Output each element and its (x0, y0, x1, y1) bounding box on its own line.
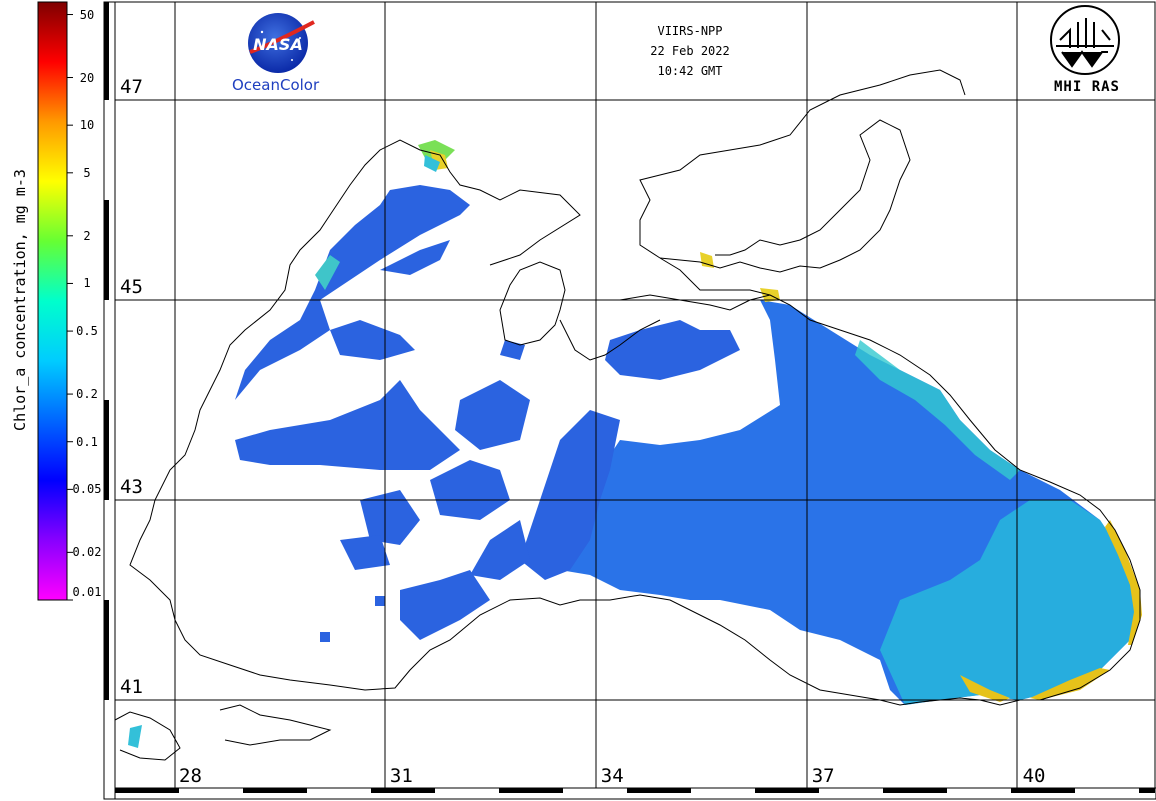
latitude-label: 43 (118, 476, 145, 498)
colorbar-tick-label: 0.02 (72, 545, 102, 560)
colorbar-tick-label: 0.01 (72, 585, 102, 599)
latitude-label: 45 (118, 276, 145, 298)
graticule (115, 2, 1155, 788)
map-frame (114, 1, 1156, 789)
oceancolor-label: OceanColor (232, 76, 320, 94)
bottom-ruler (114, 787, 1156, 800)
longitude-label: 37 (809, 765, 837, 787)
longitude-label: 31 (387, 765, 415, 787)
colorbar-tick-label: 0.2 (76, 387, 98, 402)
chlorophyll-central (520, 410, 620, 580)
date-label: 22 Feb 2022 (650, 44, 730, 58)
nasa-logo: NASA (248, 13, 315, 73)
colorbar-tick-label: 0.5 (76, 324, 98, 339)
colorbar-tick-label: 10 (79, 118, 95, 133)
longitude-label: 40 (1020, 765, 1048, 787)
colorbar-tick-label: 0.05 (72, 482, 102, 497)
chlorophyll-caucasus-coast (855, 340, 1020, 480)
colorbar-tick-label: 20 (79, 70, 95, 85)
sensor-label: VIIRS-NPP (657, 24, 723, 38)
colorbar-tick-label: 5 (83, 165, 91, 180)
colorbar-tick-label: 1 (83, 276, 91, 291)
left-ruler (103, 1, 116, 800)
colorbar-tick-label: 0.1 (76, 434, 98, 449)
latitude-label: 47 (118, 76, 145, 98)
colorbar-title: Chlor_a concentration, mg m-3 (11, 169, 29, 431)
nasa-wordmark: NASA (253, 35, 303, 54)
colorbar-ticks (67, 14, 73, 601)
longitude-label: 28 (177, 765, 204, 787)
chlorophyll-field (128, 140, 1142, 748)
colorbar-tick-label: 50 (79, 7, 95, 22)
chlorophyll-east-shelf (880, 500, 1140, 705)
colorbar-fill (37, 1, 68, 601)
mhi-label: MHI RAS (1053, 79, 1120, 95)
latitude-label: 41 (118, 676, 145, 698)
colorbar (37, 1, 73, 601)
chlorophyll-nw-shelf (235, 185, 470, 400)
colorbar-tick-label: 2 (83, 228, 91, 243)
time-label: 10:42 GMT (657, 64, 723, 78)
chlorophyll-coast-yellow (1105, 520, 1142, 645)
mhi-logo (1050, 5, 1120, 75)
longitude-label: 34 (598, 765, 626, 787)
